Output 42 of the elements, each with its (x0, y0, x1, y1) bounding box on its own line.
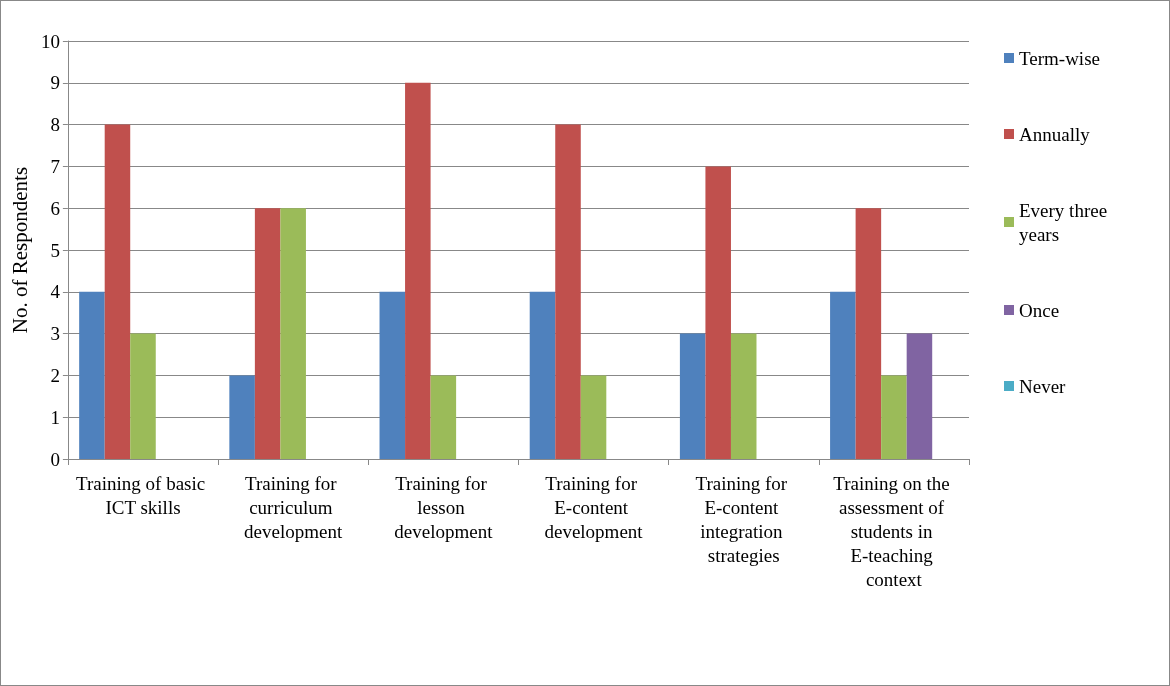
x-tick-label: Training for lesson development (394, 472, 494, 542)
bar (705, 166, 731, 459)
bar (881, 375, 907, 459)
y-tick-label: 0 (50, 448, 60, 470)
x-tick-label: Training of basic ICT skills (76, 472, 210, 518)
bar (529, 291, 556, 459)
y-tick-label: 2 (50, 364, 60, 386)
y-tick-label: 10 (40, 30, 60, 52)
bar (254, 208, 281, 459)
x-tick-label: Training for curriculum development (244, 472, 343, 542)
y-tick-label: 4 (50, 281, 61, 303)
bar (830, 291, 856, 459)
bar (229, 375, 255, 459)
x-tick-label: Training on the assessment of students in E-teaching context (833, 472, 955, 590)
legend-label: Never (1019, 375, 1067, 397)
x-tick-label: Training for E-content development (544, 472, 644, 542)
y-tick-label: 1 (50, 406, 60, 428)
y-tick-label: 6 (50, 197, 60, 219)
bar (379, 291, 406, 459)
bar (280, 208, 306, 459)
legend-label: Annually (1019, 123, 1091, 145)
x-tick-label: Training for E-content integration strategies (695, 472, 792, 566)
bar (580, 375, 607, 459)
legend-label: Term-wise (1019, 47, 1100, 69)
bar (405, 82, 431, 459)
bar (104, 124, 131, 459)
y-tick-label: 8 (50, 114, 60, 136)
bar (906, 333, 933, 459)
legend-label: Once (1019, 299, 1060, 321)
bar (679, 333, 706, 459)
bar (430, 375, 457, 459)
bar (730, 333, 757, 459)
y-axis-title: No. of Respondents (7, 166, 32, 334)
bar (855, 208, 882, 459)
y-tick-label: 3 (50, 323, 60, 345)
y-tick-label: 9 (50, 72, 60, 94)
bar (79, 291, 105, 459)
legend-label: Every three years (1019, 199, 1112, 245)
y-tick-label: 5 (50, 239, 60, 261)
bar (130, 333, 156, 459)
y-tick-label: 7 (50, 155, 60, 177)
bar (555, 124, 581, 459)
